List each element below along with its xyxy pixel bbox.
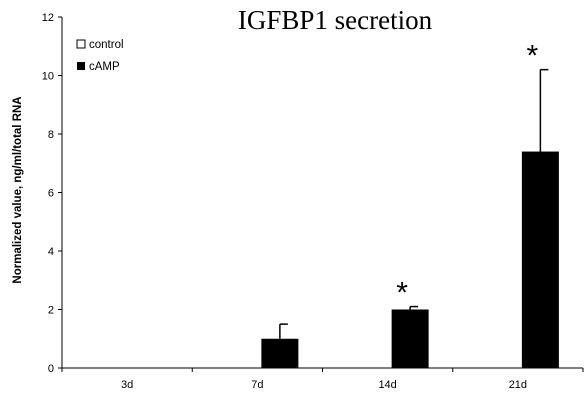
legend-label-camp: cAMP [89,61,120,73]
y-tick-label: 8 [48,129,54,141]
y-tick-label: 2 [48,305,54,317]
significance-star-14d: * [396,277,408,310]
y-tick-label: 4 [48,246,54,258]
x-tick-label: 14d [378,379,396,391]
legend-swatch-control [76,39,86,49]
bars [261,151,559,368]
y-tick-label: 6 [48,188,54,200]
significance-star-21d: * [527,40,539,73]
y-tick-label: 12 [42,12,54,24]
significance-markers: ** [396,40,538,310]
error-bars [279,68,549,339]
bar-camp-7d [261,338,299,368]
legend: control cAMP [76,39,124,73]
y-tick-label: 10 [42,71,54,83]
bar-camp-14d [391,309,429,368]
legend-label-control: control [89,39,124,51]
y-axis-label: Normalized value, ng/ml/total RNA [12,96,24,283]
y-axis-ticks: 0 2 4 6 8 10 12 [42,12,62,375]
x-tick-label: 21d [509,379,527,391]
x-tick-label: 3d [121,379,133,391]
legend-swatch-camp [77,62,85,70]
chart-title: IGFBP1 secretion [238,5,433,35]
bar-camp-21d [521,151,559,368]
x-tick-label: 7d [251,379,263,391]
y-tick-label: 0 [48,363,54,375]
x-axis-ticks: 3d 7d 14d 21d [61,368,584,391]
